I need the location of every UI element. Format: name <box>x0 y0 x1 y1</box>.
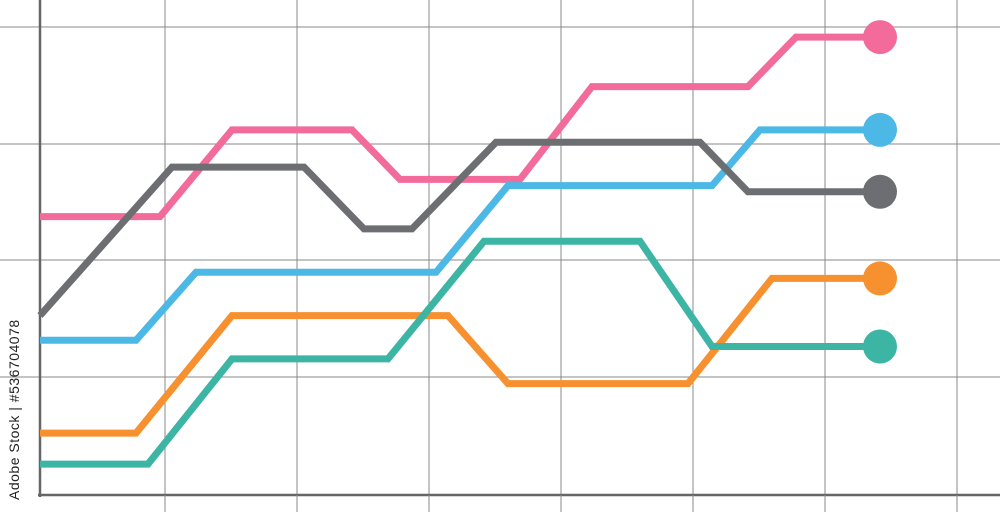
series-end-marker-2 <box>863 112 897 147</box>
series-end-marker-1 <box>863 20 897 55</box>
series-line-5 <box>40 237 880 468</box>
watermark-text: Adobe Stock | #536704078 <box>6 319 22 500</box>
series-group <box>37 20 897 468</box>
series-line-3 <box>37 138 880 318</box>
series-end-marker-4 <box>863 261 897 296</box>
series-end-marker-5 <box>863 329 897 364</box>
axes <box>38 0 1000 512</box>
series-line-2 <box>40 126 880 344</box>
series-line-4 <box>40 274 880 437</box>
series-end-marker-3 <box>863 174 897 209</box>
